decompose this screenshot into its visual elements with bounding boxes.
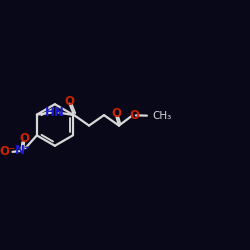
Text: O: O [19, 132, 29, 145]
Text: N⁺: N⁺ [15, 144, 31, 157]
Text: O: O [129, 108, 139, 122]
Text: CH₃: CH₃ [152, 112, 171, 122]
Text: O: O [64, 95, 74, 108]
Text: HN: HN [45, 106, 65, 118]
Text: O⁻: O⁻ [0, 145, 16, 158]
Text: O: O [112, 107, 122, 120]
